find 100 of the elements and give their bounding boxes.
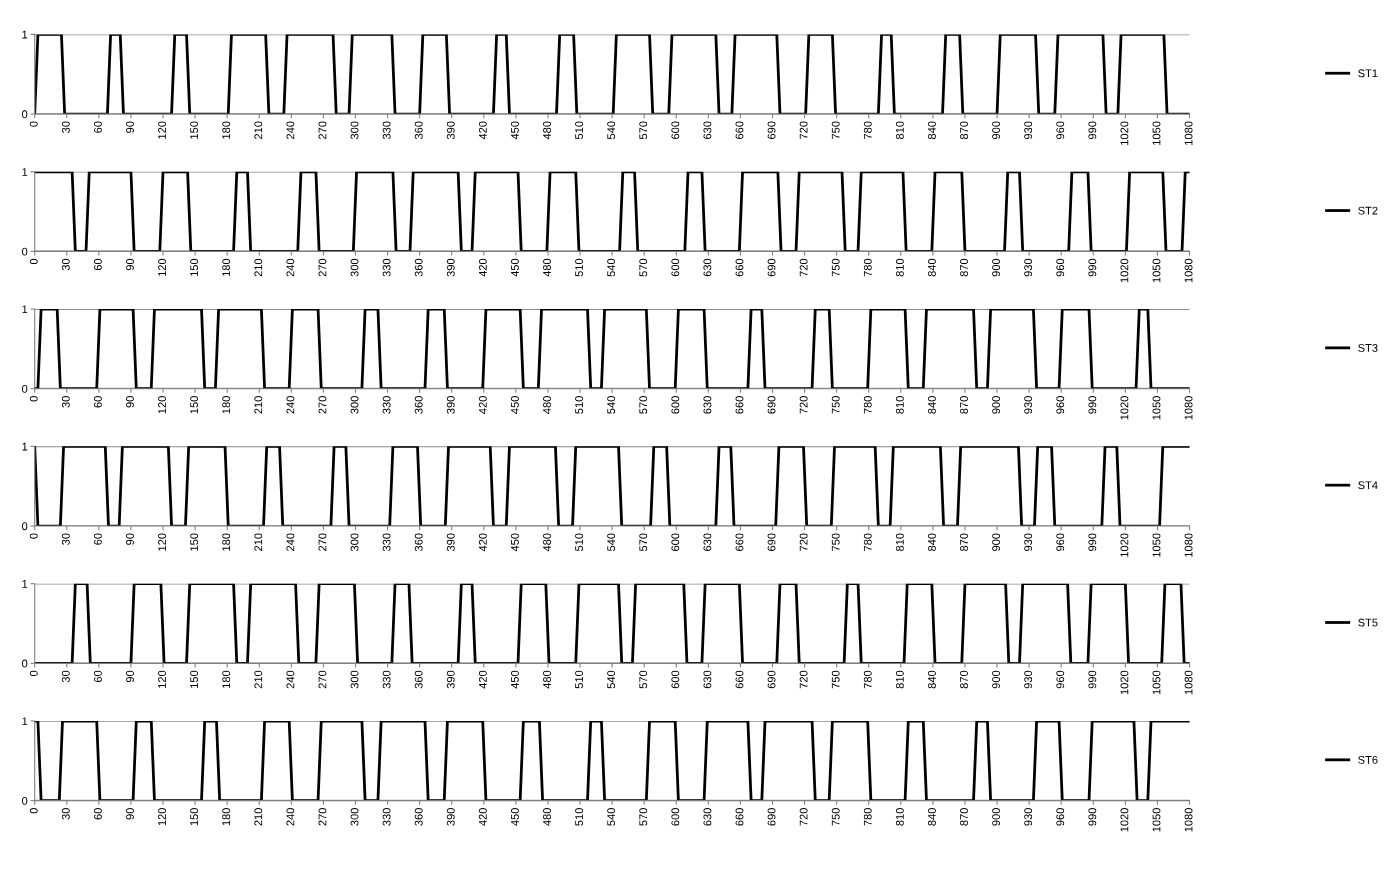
x-tick-label: 840: [928, 258, 936, 277]
x-tick-label: 60: [93, 808, 102, 820]
x-tick-label: 300: [350, 533, 359, 552]
x-tick-label: 210: [254, 533, 263, 551]
x-tick-label: 0: [29, 808, 38, 814]
x-tick-label: 360: [414, 258, 423, 277]
x-tick-label: 690: [767, 670, 776, 689]
x-tick-label: 180: [222, 670, 231, 688]
x-tick-label: 540: [607, 533, 616, 552]
x-tick-label: 450: [510, 533, 519, 552]
x-tick-label: 30: [61, 808, 70, 820]
x-tick-label: 900: [992, 121, 1001, 140]
x-tick-label: 810: [895, 396, 904, 414]
x-tick-label: 240: [286, 396, 295, 414]
x-tick-label: 420: [478, 808, 487, 826]
x-tick-label: 1050: [1152, 121, 1161, 145]
x-tick-label: 1080: [1184, 396, 1193, 420]
y-tick-label: 0: [22, 247, 28, 256]
x-tick-label: 1020: [1120, 258, 1129, 283]
x-tick-label: 960: [1056, 533, 1065, 551]
x-tick-label: 720: [799, 121, 808, 139]
x-tick-label: 600: [671, 808, 680, 826]
x-tick-label: 600: [671, 121, 680, 139]
x-tick-label: 360: [414, 808, 423, 826]
x-tick-label: 930: [1024, 396, 1033, 414]
x-tick-label: 570: [639, 396, 648, 414]
x-tick-label: 0: [29, 533, 38, 539]
x-tick-label: 870: [960, 258, 968, 277]
x-tick-label: 510: [575, 396, 584, 414]
x-tick-label: 780: [863, 533, 872, 551]
x-tick-label: 450: [510, 258, 519, 277]
x-tick-label: 330: [382, 121, 391, 140]
x-tick-label: 1080: [1184, 533, 1193, 557]
x-tick-label: 150: [190, 121, 199, 139]
x-tick-label: 480: [543, 533, 551, 552]
x-tick-label: 330: [382, 670, 391, 689]
x-tick-label: 600: [671, 396, 680, 414]
x-tick-label: 900: [992, 670, 1001, 689]
x-tick-label: 60: [93, 258, 102, 271]
x-tick-label: 120: [158, 121, 166, 139]
legend-label: ST5: [1358, 618, 1378, 627]
x-tick-label: 30: [61, 258, 70, 271]
x-tick-label: 210: [254, 121, 263, 139]
x-tick-label: 360: [414, 396, 423, 414]
x-tick-label: 1020: [1120, 533, 1129, 557]
x-tick-label: 870: [960, 396, 968, 414]
x-tick-label: 930: [1024, 808, 1033, 826]
x-tick-label: 90: [126, 258, 134, 271]
x-tick-label: 1050: [1152, 396, 1161, 420]
legend-label: ST4: [1358, 481, 1378, 490]
x-tick-label: 900: [992, 396, 1001, 414]
x-tick-label: 450: [510, 670, 519, 689]
y-tick-label: 0: [22, 659, 28, 668]
x-tick-label: 600: [671, 670, 680, 689]
x-tick-label: 990: [1088, 396, 1097, 414]
x-tick-label: 930: [1024, 258, 1033, 277]
x-tick-label: 0: [29, 670, 38, 677]
x-tick-label: 510: [575, 121, 584, 140]
y-tick-label: 1: [22, 442, 28, 451]
x-tick-label: 1050: [1152, 258, 1161, 283]
x-tick-label: 60: [93, 396, 102, 408]
x-tick-label: 690: [767, 396, 776, 414]
x-tick-label: 420: [478, 533, 487, 552]
x-tick-label: 600: [671, 258, 680, 277]
x-tick-label: 960: [1056, 670, 1065, 689]
x-tick-label: 720: [799, 396, 808, 414]
x-tick-label: 960: [1056, 808, 1065, 826]
x-tick-label: 390: [446, 258, 455, 277]
x-tick-label: 720: [799, 670, 808, 689]
x-tick-label: 630: [703, 808, 712, 826]
x-tick-label: 930: [1024, 670, 1033, 689]
x-tick-label: 630: [703, 396, 712, 414]
x-tick-label: 240: [286, 533, 295, 551]
x-tick-label: 690: [767, 121, 776, 139]
y-tick-label: 0: [22, 110, 28, 119]
x-tick-label: 840: [928, 670, 936, 689]
x-tick-label: 390: [446, 670, 455, 689]
x-tick-label: 0: [29, 258, 38, 265]
x-tick-label: 240: [286, 670, 295, 689]
x-tick-label: 510: [575, 808, 584, 826]
x-tick-label: 390: [446, 533, 455, 552]
x-tick-label: 210: [254, 670, 263, 689]
x-tick-label: 810: [895, 533, 904, 552]
x-tick-label: 570: [639, 808, 648, 826]
x-tick-label: 690: [767, 533, 776, 551]
x-tick-label: 450: [510, 121, 519, 140]
x-tick-label: 30: [61, 121, 70, 133]
x-tick-label: 900: [992, 533, 1001, 551]
x-tick-label: 240: [286, 121, 295, 139]
x-tick-label: 90: [126, 396, 134, 408]
x-tick-label: 270: [318, 670, 327, 689]
x-tick-label: 120: [158, 533, 166, 551]
x-tick-label: 750: [831, 808, 840, 826]
x-tick-label: 780: [863, 258, 872, 277]
x-tick-label: 420: [478, 396, 487, 414]
x-tick-label: 630: [703, 258, 712, 277]
y-tick-label: 1: [22, 580, 28, 588]
legend-label: ST6: [1358, 755, 1378, 764]
x-tick-label: 450: [510, 396, 519, 414]
x-tick-label: 570: [639, 121, 648, 140]
